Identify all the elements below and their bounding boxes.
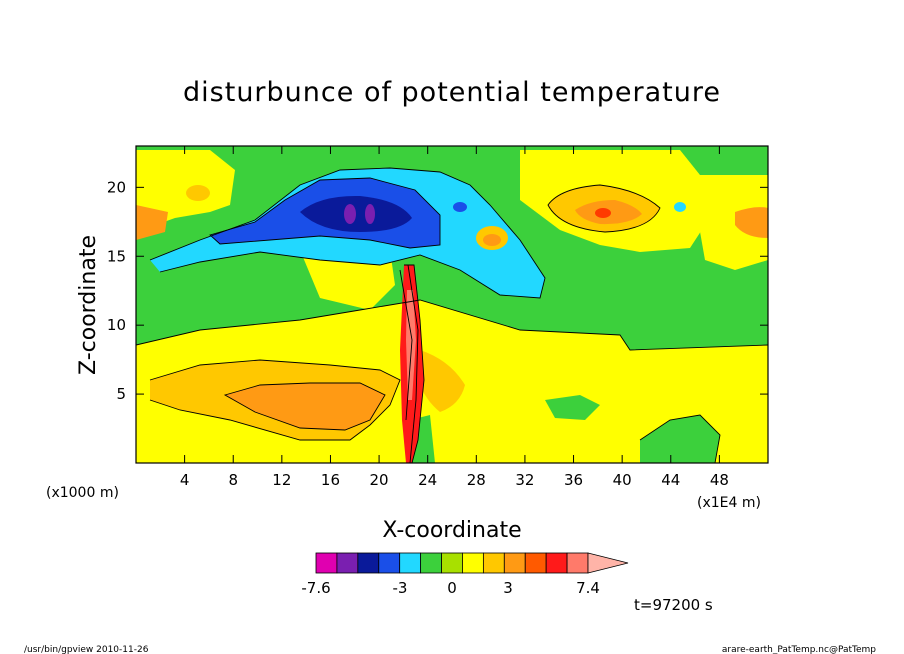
- colorbar-label: 0: [447, 579, 457, 597]
- y-axis-title: Z-coordinate: [76, 235, 101, 375]
- x-unit-left: (x1000 m): [46, 485, 119, 501]
- y-tick-label: 5: [116, 385, 126, 403]
- x-tick-label: 44: [661, 471, 680, 489]
- plot-frame: [135, 145, 769, 464]
- x-axis: 4 8 12 16 20 24 28 32 36 40 44 48: [180, 146, 729, 489]
- x-tick-label: 24: [418, 471, 437, 489]
- chart-title: disturbunce of potential temperature: [183, 77, 721, 108]
- time-label: t=97200 s: [634, 596, 713, 614]
- y-tick-label: 15: [107, 247, 126, 265]
- colorbar-swatch: [378, 552, 401, 574]
- colorbar-swatch: [545, 552, 568, 574]
- colorbar-swatch: [503, 552, 526, 574]
- footer-left: /usr/bin/gpview 2010-11-26: [24, 645, 149, 654]
- colorbar-swatch: [399, 552, 422, 574]
- x-tick-label: 40: [613, 471, 632, 489]
- colorbar-label: 7.4: [576, 579, 600, 597]
- y-tick-label: 10: [107, 316, 126, 334]
- colorbar-swatch: [566, 552, 589, 574]
- x-tick-label: 12: [272, 471, 291, 489]
- x-tick-label: 28: [467, 471, 486, 489]
- y-axis: 5 10 15 20: [107, 178, 768, 403]
- footer-right: arare-earth_PatTemp.nc@PatTemp: [722, 645, 876, 654]
- colorbar-swatch: [441, 552, 463, 574]
- colorbar-swatch: [357, 552, 380, 574]
- colorbar: [315, 552, 629, 574]
- colorbar-swatch: [524, 552, 547, 574]
- colorbar-swatch: [482, 552, 505, 574]
- plot-field: [136, 146, 768, 463]
- colorbar-labels: -7.6 -3 0 3 7.4: [301, 579, 600, 597]
- x-tick-label: 48: [710, 471, 729, 489]
- x-axis-title: X-coordinate: [382, 518, 521, 543]
- x-tick-label: 4: [180, 471, 190, 489]
- colorbar-swatch: [315, 552, 338, 574]
- x-unit-right: (x1E4 m): [697, 495, 761, 511]
- colorbar-label: -3: [393, 579, 408, 597]
- y-tick-label: 20: [107, 178, 126, 196]
- x-tick-label: 8: [228, 471, 238, 489]
- colorbar-swatch: [462, 552, 484, 574]
- colorbar-swatch: [336, 552, 359, 574]
- colorbar-arrow: [587, 552, 629, 574]
- x-tick-label: 16: [321, 471, 340, 489]
- x-tick-label: 20: [370, 471, 389, 489]
- x-tick-label: 32: [515, 471, 534, 489]
- x-tick-label: 36: [564, 471, 583, 489]
- colorbar-label: 3: [503, 579, 513, 597]
- colorbar-label: -7.6: [301, 579, 330, 597]
- colorbar-swatch: [420, 552, 442, 574]
